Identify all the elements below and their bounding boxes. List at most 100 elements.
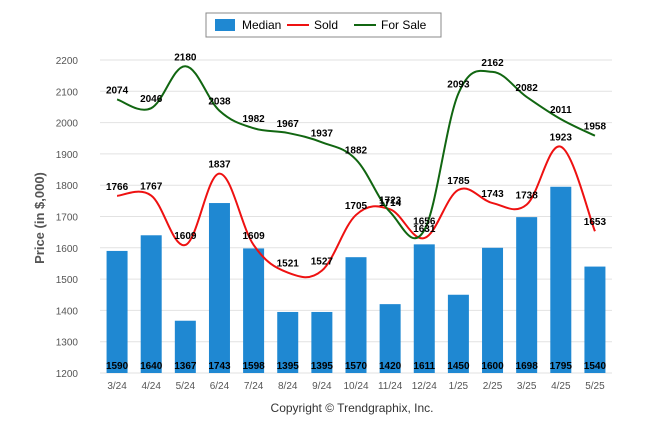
median-bar bbox=[106, 250, 128, 373]
x-tick-label: 12/24 bbox=[412, 381, 437, 392]
for-sale-value-label: 1882 bbox=[345, 146, 368, 157]
median-value-label: 1590 bbox=[106, 361, 129, 372]
for-sale-value-label: 2162 bbox=[481, 58, 504, 69]
median-bar bbox=[174, 320, 196, 373]
median-legend-label: Median bbox=[242, 18, 281, 32]
median-bar bbox=[413, 244, 435, 373]
x-tick-label: 7/24 bbox=[244, 381, 264, 392]
median-bar bbox=[447, 294, 469, 373]
x-tick-label: 9/24 bbox=[312, 381, 332, 392]
median-value-label: 1611 bbox=[413, 361, 435, 372]
legend: Median Sold For Sale bbox=[205, 12, 442, 38]
x-tick-label: 11/24 bbox=[378, 381, 403, 392]
median-bar bbox=[345, 257, 367, 373]
median-bar bbox=[311, 311, 333, 373]
x-tick-label: 8/24 bbox=[278, 381, 298, 392]
y-axis-ticks: 1200 1300 1400 1500 1600 1700 1800 1900 2000 2100… bbox=[56, 56, 79, 380]
sold-value-label: 1837 bbox=[208, 160, 231, 171]
sold-value-label: 1609 bbox=[174, 231, 197, 242]
x-tick-label: 2/25 bbox=[483, 381, 503, 392]
median-bar bbox=[208, 203, 230, 373]
sold-value-label: 1653 bbox=[584, 217, 607, 228]
sold-value-label: 1785 bbox=[447, 176, 470, 187]
for-sale-value-label: 2011 bbox=[550, 105, 572, 116]
x-tick-label: 4/25 bbox=[551, 381, 571, 392]
sold-value-label: 1527 bbox=[311, 257, 334, 268]
sold-value-label: 1767 bbox=[140, 182, 163, 193]
y-tick-label: 1400 bbox=[56, 306, 79, 317]
median-bar bbox=[584, 266, 606, 373]
y-tick-label: 1600 bbox=[56, 244, 79, 255]
median-value-label: 1395 bbox=[277, 361, 300, 372]
y-tick-label: 1700 bbox=[56, 213, 79, 224]
for-sale-value-label: 1937 bbox=[311, 128, 334, 139]
median-value-label: 1640 bbox=[140, 361, 163, 372]
median-value-label: 1540 bbox=[584, 361, 607, 372]
for-sale-value-label: 1656 bbox=[413, 216, 436, 227]
median-value-label: 1795 bbox=[550, 361, 573, 372]
for-sale-value-label: 1967 bbox=[277, 119, 300, 130]
sold-line bbox=[116, 145, 596, 279]
for-sale-line bbox=[116, 65, 596, 240]
median-value-label: 1367 bbox=[174, 361, 197, 372]
for-sale-value-label: 2038 bbox=[208, 97, 231, 108]
sold-value-label: 1738 bbox=[516, 191, 539, 202]
median-bar bbox=[482, 247, 504, 373]
sold-value-label: 1766 bbox=[106, 182, 129, 193]
y-tick-label: 2000 bbox=[56, 119, 79, 130]
copyright-credit: Copyright © Trendgraphix, Inc. bbox=[271, 401, 434, 415]
sold-value-label: 1743 bbox=[481, 189, 504, 200]
for-sale-value-label: 2082 bbox=[516, 83, 539, 94]
median-legend-swatch bbox=[215, 19, 235, 31]
y-axis-label: Price (in $,000) bbox=[32, 172, 47, 264]
median-bar bbox=[516, 217, 538, 373]
x-tick-label: 3/24 bbox=[107, 381, 127, 392]
legend-box bbox=[205, 12, 442, 38]
sold-value-label: 1923 bbox=[550, 133, 573, 144]
x-tick-label: 6/24 bbox=[210, 381, 230, 392]
median-value-label: 1743 bbox=[208, 361, 231, 372]
median-bar bbox=[140, 235, 162, 373]
y-tick-label: 1800 bbox=[56, 181, 79, 192]
median-bar bbox=[277, 311, 299, 373]
x-tick-label: 3/25 bbox=[517, 381, 537, 392]
x-axis-ticks: 3/24 4/24 5/24 6/24 7/24 8/24 9/24 10/24 11/24 12… bbox=[107, 381, 605, 392]
x-tick-label: 1/25 bbox=[449, 381, 469, 392]
y-tick-label: 1900 bbox=[56, 150, 79, 161]
median-value-label: 1420 bbox=[379, 361, 402, 372]
sold-value-label: 1609 bbox=[242, 231, 265, 242]
y-tick-label: 2200 bbox=[56, 56, 79, 67]
median-value-label: 1600 bbox=[481, 361, 504, 372]
x-tick-label: 4/24 bbox=[141, 381, 161, 392]
y-tick-label: 2100 bbox=[56, 87, 79, 98]
median-bars bbox=[106, 186, 606, 373]
trend-lines bbox=[116, 65, 596, 279]
median-value-label: 1598 bbox=[242, 361, 265, 372]
sold-value-label: 1631 bbox=[413, 224, 436, 235]
median-value-label: 1450 bbox=[447, 361, 470, 372]
median-value-label: 1570 bbox=[345, 361, 368, 372]
y-tick-label: 1200 bbox=[56, 369, 79, 380]
for-sale-value-label: 2180 bbox=[174, 52, 197, 63]
sold-value-label: 1705 bbox=[345, 201, 368, 212]
median-bar bbox=[550, 186, 572, 373]
for-sale-value-label: 2074 bbox=[106, 85, 129, 96]
median-bar bbox=[379, 304, 401, 373]
x-tick-label: 10/24 bbox=[343, 381, 368, 392]
sold-value-label: 1521 bbox=[277, 259, 300, 270]
for-sale-value-label: 1714 bbox=[379, 198, 402, 209]
y-tick-label: 1300 bbox=[56, 338, 79, 349]
for-sale-legend-label: For Sale bbox=[381, 18, 427, 32]
data-labels: 1590 1640 1367 1743 1598 1395 1395 1570 1420 1611… bbox=[106, 52, 607, 372]
y-tick-label: 1500 bbox=[56, 275, 79, 286]
for-sale-value-label: 1958 bbox=[584, 122, 607, 133]
median-bar bbox=[243, 248, 265, 373]
x-tick-label: 5/24 bbox=[176, 381, 196, 392]
for-sale-value-label: 2046 bbox=[140, 94, 163, 105]
x-tick-label: 5/25 bbox=[585, 381, 605, 392]
median-value-label: 1395 bbox=[311, 361, 334, 372]
sold-value-label: 1723 bbox=[379, 195, 402, 206]
median-value-label: 1698 bbox=[516, 361, 539, 372]
sold-legend-label: Sold bbox=[314, 18, 338, 32]
